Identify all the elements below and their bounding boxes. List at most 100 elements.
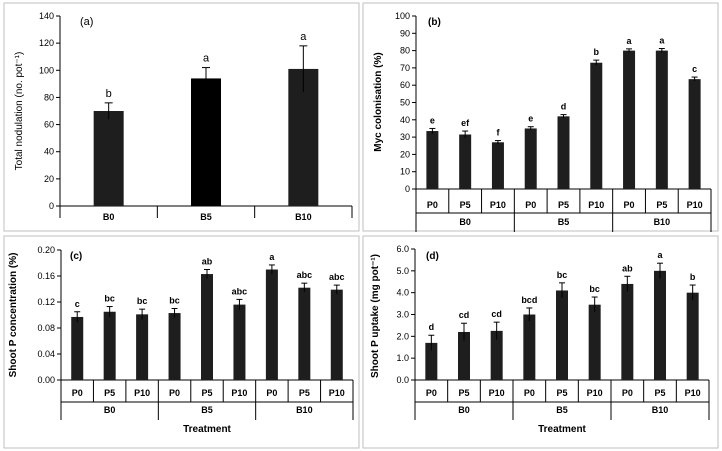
bar bbox=[201, 274, 213, 380]
x-category-label: P0 bbox=[72, 388, 83, 398]
y-tick-label: 3.0 bbox=[396, 310, 409, 320]
significance-letter: c bbox=[75, 299, 80, 309]
bar bbox=[523, 314, 536, 380]
significance-letter: ab bbox=[202, 257, 213, 267]
x-category-label: P5 bbox=[201, 388, 212, 398]
y-tick-label: 0.00 bbox=[37, 375, 55, 385]
bar bbox=[233, 304, 246, 380]
significance-letter: a bbox=[627, 36, 633, 46]
significance-letter: bcd bbox=[521, 295, 537, 305]
panel-d-frame bbox=[362, 235, 719, 449]
y-tick-label: 80 bbox=[400, 46, 410, 56]
significance-letter: bc bbox=[169, 296, 180, 306]
bar bbox=[688, 79, 701, 189]
bar bbox=[168, 313, 181, 380]
bar bbox=[103, 311, 116, 380]
y-tick-label: 20 bbox=[44, 174, 54, 184]
x-category-label: P10 bbox=[489, 388, 505, 398]
significance-letter: b bbox=[690, 272, 696, 282]
panel-c-chart: 0.00 0.04 0.08 0.12 0.16 0.20 Shoot P concentr… bbox=[8, 245, 354, 435]
y-axis-label: Shoot P uptake (mg pot⁻¹) bbox=[370, 254, 381, 378]
panel-label: (d) bbox=[426, 251, 439, 262]
bar bbox=[459, 134, 472, 189]
significance-letter: e bbox=[430, 115, 435, 125]
panel-c-frame bbox=[3, 235, 360, 449]
x-category-label: P0 bbox=[524, 388, 535, 398]
y-tick-label: 0.04 bbox=[37, 349, 55, 359]
x-category-label: P10 bbox=[685, 388, 701, 398]
bar bbox=[191, 78, 221, 206]
significance-letter: ab bbox=[622, 263, 633, 273]
y-tick-label: 40 bbox=[400, 115, 410, 125]
x-group-label: B0 bbox=[458, 405, 470, 415]
x-category-label: P10 bbox=[687, 200, 703, 210]
x-group-label: B10 bbox=[654, 217, 671, 227]
significance-letter: c bbox=[692, 64, 697, 74]
x-category-label: P5 bbox=[460, 200, 471, 210]
y-tick-label: 2.0 bbox=[396, 331, 409, 341]
y-tick-label: 40 bbox=[44, 147, 54, 157]
y-axis-label: Myc colonisation (%) bbox=[373, 52, 384, 151]
significance-letter: f bbox=[496, 128, 500, 138]
x-category-label: P10 bbox=[588, 200, 604, 210]
bar bbox=[490, 330, 503, 380]
significance-letter: bc bbox=[137, 296, 148, 306]
y-tick-label: 60 bbox=[44, 120, 54, 130]
x-group-label: B10 bbox=[296, 405, 313, 415]
significance-letter: e bbox=[528, 114, 533, 124]
bar bbox=[425, 342, 438, 380]
y-tick-label: 0.16 bbox=[37, 271, 55, 281]
y-tick-label: 60 bbox=[400, 80, 410, 90]
y-tick-label: 90 bbox=[400, 28, 410, 38]
x-category-label: B0 bbox=[103, 212, 115, 222]
significance-letter: a bbox=[657, 250, 663, 260]
bar bbox=[556, 290, 568, 380]
x-category-label: P0 bbox=[266, 388, 277, 398]
x-category-label: P0 bbox=[624, 200, 635, 210]
significance-letter: ef bbox=[461, 118, 470, 128]
y-tick-label: 0.20 bbox=[37, 245, 55, 255]
significance-letter: abc bbox=[232, 286, 248, 296]
bar bbox=[623, 50, 636, 189]
significance-letter: a bbox=[659, 36, 665, 46]
x-group-label: B0 bbox=[104, 405, 116, 415]
x-group-label: B5 bbox=[558, 217, 570, 227]
x-category-label: P0 bbox=[427, 200, 438, 210]
significance-letter: abc bbox=[329, 272, 345, 282]
x-category-label: P5 bbox=[458, 388, 469, 398]
significance-letter: d bbox=[429, 322, 435, 332]
bar bbox=[71, 316, 84, 380]
x-category-label: P10 bbox=[587, 388, 603, 398]
y-tick-label: 50 bbox=[400, 98, 410, 108]
y-tick-label: 4.0 bbox=[396, 288, 409, 298]
x-category-label: P10 bbox=[329, 388, 345, 398]
panel-label: (c) bbox=[70, 251, 82, 262]
x-category-label: B10 bbox=[295, 212, 312, 222]
y-tick-label: 0 bbox=[49, 201, 54, 211]
x-category-label: P5 bbox=[656, 200, 667, 210]
bar bbox=[426, 131, 439, 189]
panel-b-frame bbox=[362, 2, 719, 232]
panel-label: (b) bbox=[428, 17, 441, 28]
y-axis-label: Total nodulation (no. pot⁻¹) bbox=[14, 52, 25, 171]
y-tick-label: 80 bbox=[44, 92, 54, 102]
bar bbox=[686, 292, 699, 380]
x-axis-label: Treatment bbox=[538, 424, 586, 435]
x-category-label: P10 bbox=[231, 388, 247, 398]
y-tick-label: 20 bbox=[400, 149, 410, 159]
y-tick-label: 100 bbox=[39, 65, 54, 75]
y-tick-label: 0.0 bbox=[396, 375, 409, 385]
y-tick-label: 10 bbox=[400, 167, 410, 177]
bar bbox=[458, 331, 470, 380]
x-group-label: B5 bbox=[201, 405, 213, 415]
bar bbox=[524, 128, 537, 189]
significance-letter: cd bbox=[491, 309, 502, 319]
bar bbox=[330, 289, 343, 380]
panel-label: (a) bbox=[80, 16, 93, 28]
y-tick-label: 0.08 bbox=[37, 323, 55, 333]
x-category-label: P0 bbox=[426, 388, 437, 398]
significance-letter: bc bbox=[104, 294, 115, 304]
bar bbox=[654, 270, 666, 380]
panel-a-frame bbox=[3, 2, 360, 232]
